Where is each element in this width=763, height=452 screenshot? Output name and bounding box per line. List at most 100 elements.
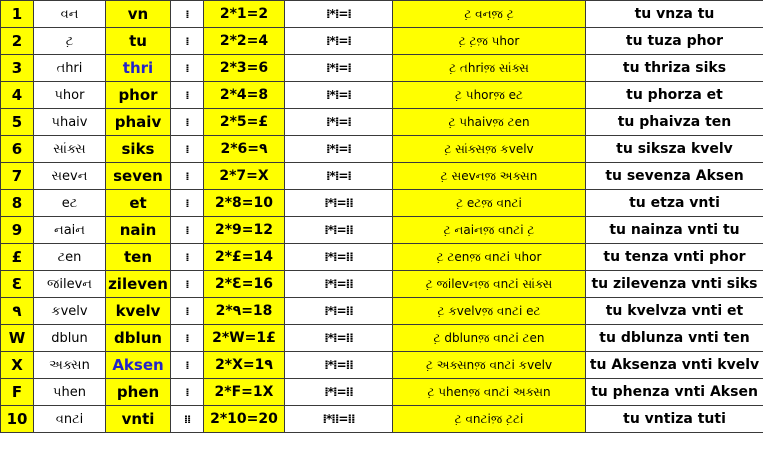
dot-equation-cell: ⁞*⁞=⁞ (284, 162, 393, 190)
native-word-cell: તhri (33, 54, 106, 82)
dot-count-cell: ⁞ (170, 351, 204, 379)
dot-count-cell: ⁞ (170, 27, 204, 55)
equation-cell: 2*10=20 (203, 405, 285, 433)
latin-word-cell: siks (105, 135, 171, 163)
dot-equation-cell: ⁞*⁞=⁞ (284, 108, 393, 136)
row-number-cell: X (0, 351, 34, 379)
latin-phrase-cell: tu Aksenza vnti kvelv (585, 351, 763, 379)
equation-cell: 2*٩=18 (203, 297, 285, 325)
dot-equation-cell: ⁞*⁞=⁞⁞ (284, 189, 393, 217)
dot-equation-cell: ⁞*⁞=⁞ (284, 27, 393, 55)
latin-word-cell: phen (105, 378, 171, 406)
latin-word-cell: seven (105, 162, 171, 190)
row-number-cell: Ɛ (0, 270, 34, 298)
native-phrase-cell: ટ઼ પhorજ઼ eટ (392, 81, 586, 109)
latin-phrase-cell: tu phorza et (585, 81, 763, 109)
native-phrase-cell: ટ઼ dblunજ઼ વnટi ટen (392, 324, 586, 352)
equation-cell: 2*5=£ (203, 108, 285, 136)
equation-cell: 2*1=2 (203, 0, 285, 28)
dot-equation-cell: ⁞*⁞=⁞ (284, 54, 393, 82)
dot-count-cell: ⁞ (170, 189, 204, 217)
dot-equation-cell: ⁞*⁞=⁞⁞ (284, 297, 393, 325)
row-number-cell: 9 (0, 216, 34, 244)
latin-phrase-cell: tu kvelvza vnti et (585, 297, 763, 325)
dot-equation-cell: ⁞*⁞=⁞ (284, 135, 393, 163)
table-row: 4 પhor phor ⁞ 2*4=8 ⁞*⁞=⁞ ટ઼ પhorજ઼ eટ tu phorz… (0, 81, 763, 109)
table-row: 8 eટ et ⁞ 2*8=10 ⁞*⁞=⁞⁞ ટ઼ eટજ઼ વnટi tu etza vn… (0, 189, 763, 217)
native-word-cell: પhen (33, 378, 106, 406)
native-phrase-cell: ટ઼ પhenજ઼ વnટi અક્સn (392, 378, 586, 406)
latin-word-cell: kvelv (105, 297, 171, 325)
row-number-cell: ٩ (0, 297, 34, 325)
dot-count-cell: ⁞⁞ (170, 405, 204, 433)
native-word-cell: નaiન (33, 216, 106, 244)
dot-count-cell: ⁞ (170, 108, 204, 136)
table-row: £ ટen ten ⁞ 2*£=14 ⁞*⁞=⁞⁞ ટ઼ ટenજ઼ વnટi પhor tu… (0, 243, 763, 271)
row-number-cell: 5 (0, 108, 34, 136)
row-number-cell: 8 (0, 189, 34, 217)
dot-equation-cell: ⁞*⁞⁞=⁞⁞ (284, 405, 393, 433)
dot-count-cell: ⁞ (170, 54, 204, 82)
equation-cell: 2*2=4 (203, 27, 285, 55)
row-number-cell: 7 (0, 162, 34, 190)
latin-word-cell: vnti (105, 405, 171, 433)
table-row: ٩ કvelv kvelv ⁞ 2*٩=18 ⁞*⁞=⁞⁞ ટ઼ કvelvજ઼ વnટi … (0, 297, 763, 325)
dot-count-cell: ⁞ (170, 216, 204, 244)
dot-count-cell: ⁞ (170, 270, 204, 298)
table-row: Ɛ જilevન zileven ⁞ 2*Ɛ=16 ⁞*⁞=⁞⁞ ટ઼ જilevનજ઼ વ… (0, 270, 763, 298)
latin-word-cell: vn (105, 0, 171, 28)
native-phrase-cell: ટ઼ વનજ઼ ટ઼ (392, 0, 586, 28)
dot-equation-cell: ⁞*⁞=⁞ (284, 0, 393, 28)
latin-phrase-cell: tu tenza vnti phor (585, 243, 763, 271)
latin-word-cell: phor (105, 81, 171, 109)
latin-phrase-cell: tu zilevenza vnti siks (585, 270, 763, 298)
native-word-cell: કvelv (33, 297, 106, 325)
native-phrase-cell: ટ઼ કvelvજ઼ વnટi eટ (392, 297, 586, 325)
table-row: 9 નaiન nain ⁞ 2*9=12 ⁞*⁞=⁞⁞ ટ઼ નaiનજ઼ વnટi ટ઼ t… (0, 216, 763, 244)
dot-count-cell: ⁞ (170, 243, 204, 271)
latin-phrase-cell: tu siksza kvelv (585, 135, 763, 163)
row-number-cell: 2 (0, 27, 34, 55)
row-number-cell: 6 (0, 135, 34, 163)
table-row: X અક્સn Aksen ⁞ 2*X=1٩ ⁞*⁞=⁞⁞ ટ઼ અક્સnજ઼ વnટi … (0, 351, 763, 379)
native-phrase-cell: ટ઼ ટenજ઼ વnટi પhor (392, 243, 586, 271)
native-phrase-cell: ટ઼ જilevનજ઼ વnટi સાંક્સ (392, 270, 586, 298)
equation-cell: 2*Ɛ=16 (203, 270, 285, 298)
table-row: 1 વન vn ⁞ 2*1=2 ⁞*⁞=⁞ ટ઼ વનજ઼ ટ઼ tu vnza tu (0, 0, 763, 28)
equation-cell: 2*W=1£ (203, 324, 285, 352)
native-phrase-cell: ટ઼ ટ઼જ઼ પhor (392, 27, 586, 55)
dot-equation-cell: ⁞*⁞=⁞⁞ (284, 324, 393, 352)
table-row: 5 પhaiv phaiv ⁞ 2*5=£ ⁞*⁞=⁞ ટ઼ પhaivજ઼ ટen tu p… (0, 108, 763, 136)
dot-equation-cell: ⁞*⁞=⁞⁞ (284, 243, 393, 271)
native-phrase-cell: ટ઼ સાંક્સજ઼ કvelv (392, 135, 586, 163)
latin-phrase-cell: tu sevenza Aksen (585, 162, 763, 190)
equation-cell: 2*3=6 (203, 54, 285, 82)
equation-cell: 2*£=14 (203, 243, 285, 271)
dot-equation-cell: ⁞*⁞=⁞ (284, 81, 393, 109)
equation-cell: 2*X=1٩ (203, 351, 285, 379)
latin-word-cell: thri (105, 54, 171, 82)
native-word-cell: dblun (33, 324, 106, 352)
native-phrase-cell: ટ઼ વnટiજ઼ ટ઼ટi (392, 405, 586, 433)
native-word-cell: eટ (33, 189, 106, 217)
native-word-cell: ટen (33, 243, 106, 271)
latin-phrase-cell: tu tuza phor (585, 27, 763, 55)
latin-phrase-cell: tu vntiza tuti (585, 405, 763, 433)
latin-phrase-cell: tu etza vnti (585, 189, 763, 217)
native-word-cell: ટ઼ (33, 27, 106, 55)
table-row: 3 તhri thri ⁞ 2*3=6 ⁞*⁞=⁞ ટ઼ તhriજ઼ સાંક્સ tu t… (0, 54, 763, 82)
dot-count-cell: ⁞ (170, 378, 204, 406)
latin-word-cell: phaiv (105, 108, 171, 136)
table-row: 7 સevન seven ⁞ 2*7=X ⁞*⁞=⁞ ટ઼ સevનજ઼ અક્સn tu s… (0, 162, 763, 190)
latin-word-cell: Aksen (105, 351, 171, 379)
latin-phrase-cell: tu dblunza vnti ten (585, 324, 763, 352)
native-word-cell: પhor (33, 81, 106, 109)
latin-phrase-cell: tu phenza vnti Aksen (585, 378, 763, 406)
dot-count-cell: ⁞ (170, 324, 204, 352)
row-number-cell: £ (0, 243, 34, 271)
table-row: 6 સાંક્સ siks ⁞ 2*6=٩ ⁞*⁞=⁞ ટ઼ સાંક્સજ઼ કvelv t… (0, 135, 763, 163)
table-body: 1 વન vn ⁞ 2*1=2 ⁞*⁞=⁞ ટ઼ વનજ઼ ટ઼ tu vnza tu 2 ટ઼ t… (0, 0, 763, 433)
dot-equation-cell: ⁞*⁞=⁞⁞ (284, 378, 393, 406)
native-phrase-cell: ટ઼ નaiનજ઼ વnટi ટ઼ (392, 216, 586, 244)
